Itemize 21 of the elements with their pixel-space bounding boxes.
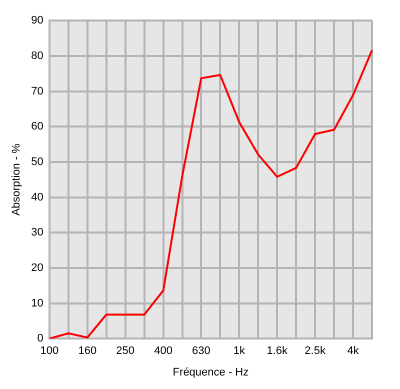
y-tick-label: 0 xyxy=(37,332,44,345)
y-tick-label: 50 xyxy=(31,156,44,168)
x-axis-title: Fréquence - Hz xyxy=(172,366,249,378)
y-axis-title: Absorption - % xyxy=(10,143,23,216)
y-tick-label: 40 xyxy=(31,191,44,204)
y-tick-label: 60 xyxy=(31,120,44,133)
x-tick-label: 630 xyxy=(192,345,210,358)
x-tick-label: 1.6k xyxy=(266,345,288,358)
y-tick-label: 10 xyxy=(31,297,44,310)
x-tick-label: 2.5k xyxy=(304,345,326,358)
x-tick-label: 1k xyxy=(233,345,246,358)
y-tick-label: 80 xyxy=(31,50,44,62)
y-tick-label: 20 xyxy=(31,262,44,274)
y-tick-label: 30 xyxy=(31,226,44,239)
y-tick-label: 70 xyxy=(31,85,44,98)
x-tick-label: 250 xyxy=(116,345,135,358)
x-tick-label: 4k xyxy=(347,345,360,358)
x-tick-label: 400 xyxy=(154,345,172,358)
x-tick-label: 100 xyxy=(40,345,59,358)
x-tick-label: 160 xyxy=(78,345,97,358)
y-tick-label: 90 xyxy=(31,14,44,27)
